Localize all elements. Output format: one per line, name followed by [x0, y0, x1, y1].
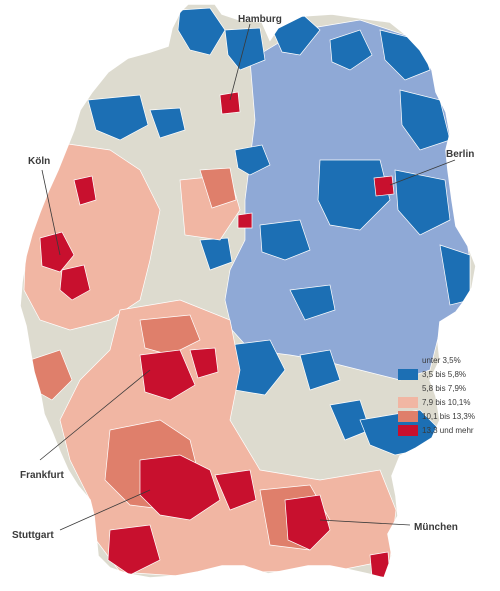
legend-label: 10,1 bis 13,3%	[422, 411, 475, 421]
region-c5	[107, 524, 161, 576]
region-c1	[224, 27, 266, 71]
city-label-koeln: Köln	[28, 156, 50, 167]
region-c1	[394, 169, 451, 236]
region-c5	[214, 469, 257, 511]
region-c1	[149, 107, 186, 139]
legend-label: 3,5 bis 5,8%	[422, 369, 467, 379]
region-c1	[329, 29, 373, 71]
region-c5	[139, 349, 196, 401]
leader-hamburg	[229, 23, 251, 101]
legend-swatch	[398, 396, 418, 408]
region-c5	[189, 347, 219, 379]
region-c4	[199, 167, 237, 209]
region-c1	[234, 144, 271, 176]
legend-label: 13,3 und mehr	[422, 425, 474, 435]
city-label-stuttgart: Stuttgart	[12, 530, 54, 541]
legend-swatch	[398, 368, 418, 380]
region-c5	[369, 551, 391, 578]
leader-berlin	[389, 159, 456, 186]
leader-lines	[39, 23, 456, 531]
leader-koeln	[41, 169, 61, 256]
leader-muenchen	[319, 519, 411, 526]
legend-swatch	[398, 424, 418, 436]
region-c5	[219, 91, 241, 115]
legend-swatch	[398, 410, 418, 422]
region-c5	[39, 231, 75, 273]
legend-label: 5,8 bis 7,9%	[422, 383, 467, 393]
legend-row: 10,1 bis 13,3%	[398, 410, 500, 422]
region-c4	[139, 314, 201, 356]
region-c5	[59, 264, 91, 301]
city-label-berlin: Berlin	[446, 149, 474, 160]
region-c1	[289, 284, 336, 321]
region-c1	[317, 159, 391, 231]
region-c1	[177, 7, 226, 56]
region-c5	[284, 494, 331, 551]
region-c5	[237, 212, 253, 229]
legend-label: unter 3,5%	[422, 355, 461, 365]
leader-stuttgart	[59, 489, 151, 531]
city-label-frankfurt: Frankfurt	[20, 470, 65, 481]
region-c5	[373, 175, 395, 197]
legend-row: 13,3 und mehr	[398, 424, 500, 436]
city-label-hamburg: Hamburg	[238, 14, 282, 25]
legend-row: 3,5 bis 5,8%	[398, 368, 500, 380]
region-c1	[87, 94, 149, 141]
legend-row: unter 3,5%	[398, 354, 500, 366]
region-c5	[139, 454, 221, 521]
region-c1	[259, 219, 311, 261]
legend-swatch	[398, 382, 418, 394]
city-label-muenchen: München	[414, 522, 458, 533]
region-c1	[399, 89, 451, 151]
region-c1	[299, 349, 341, 391]
region-c5	[73, 175, 97, 206]
legend-label: 7,9 bis 10,1%	[422, 397, 471, 407]
legend-row: 5,8 bis 7,9%	[398, 382, 500, 394]
leader-frankfurt	[39, 369, 151, 461]
legend-swatch	[398, 354, 418, 366]
legend-row: 7,9 bis 10,1%	[398, 396, 500, 408]
map-legend: unter 3,5% 3,5 bis 5,8% 5,8 bis 7,9% 7,9…	[398, 354, 500, 438]
